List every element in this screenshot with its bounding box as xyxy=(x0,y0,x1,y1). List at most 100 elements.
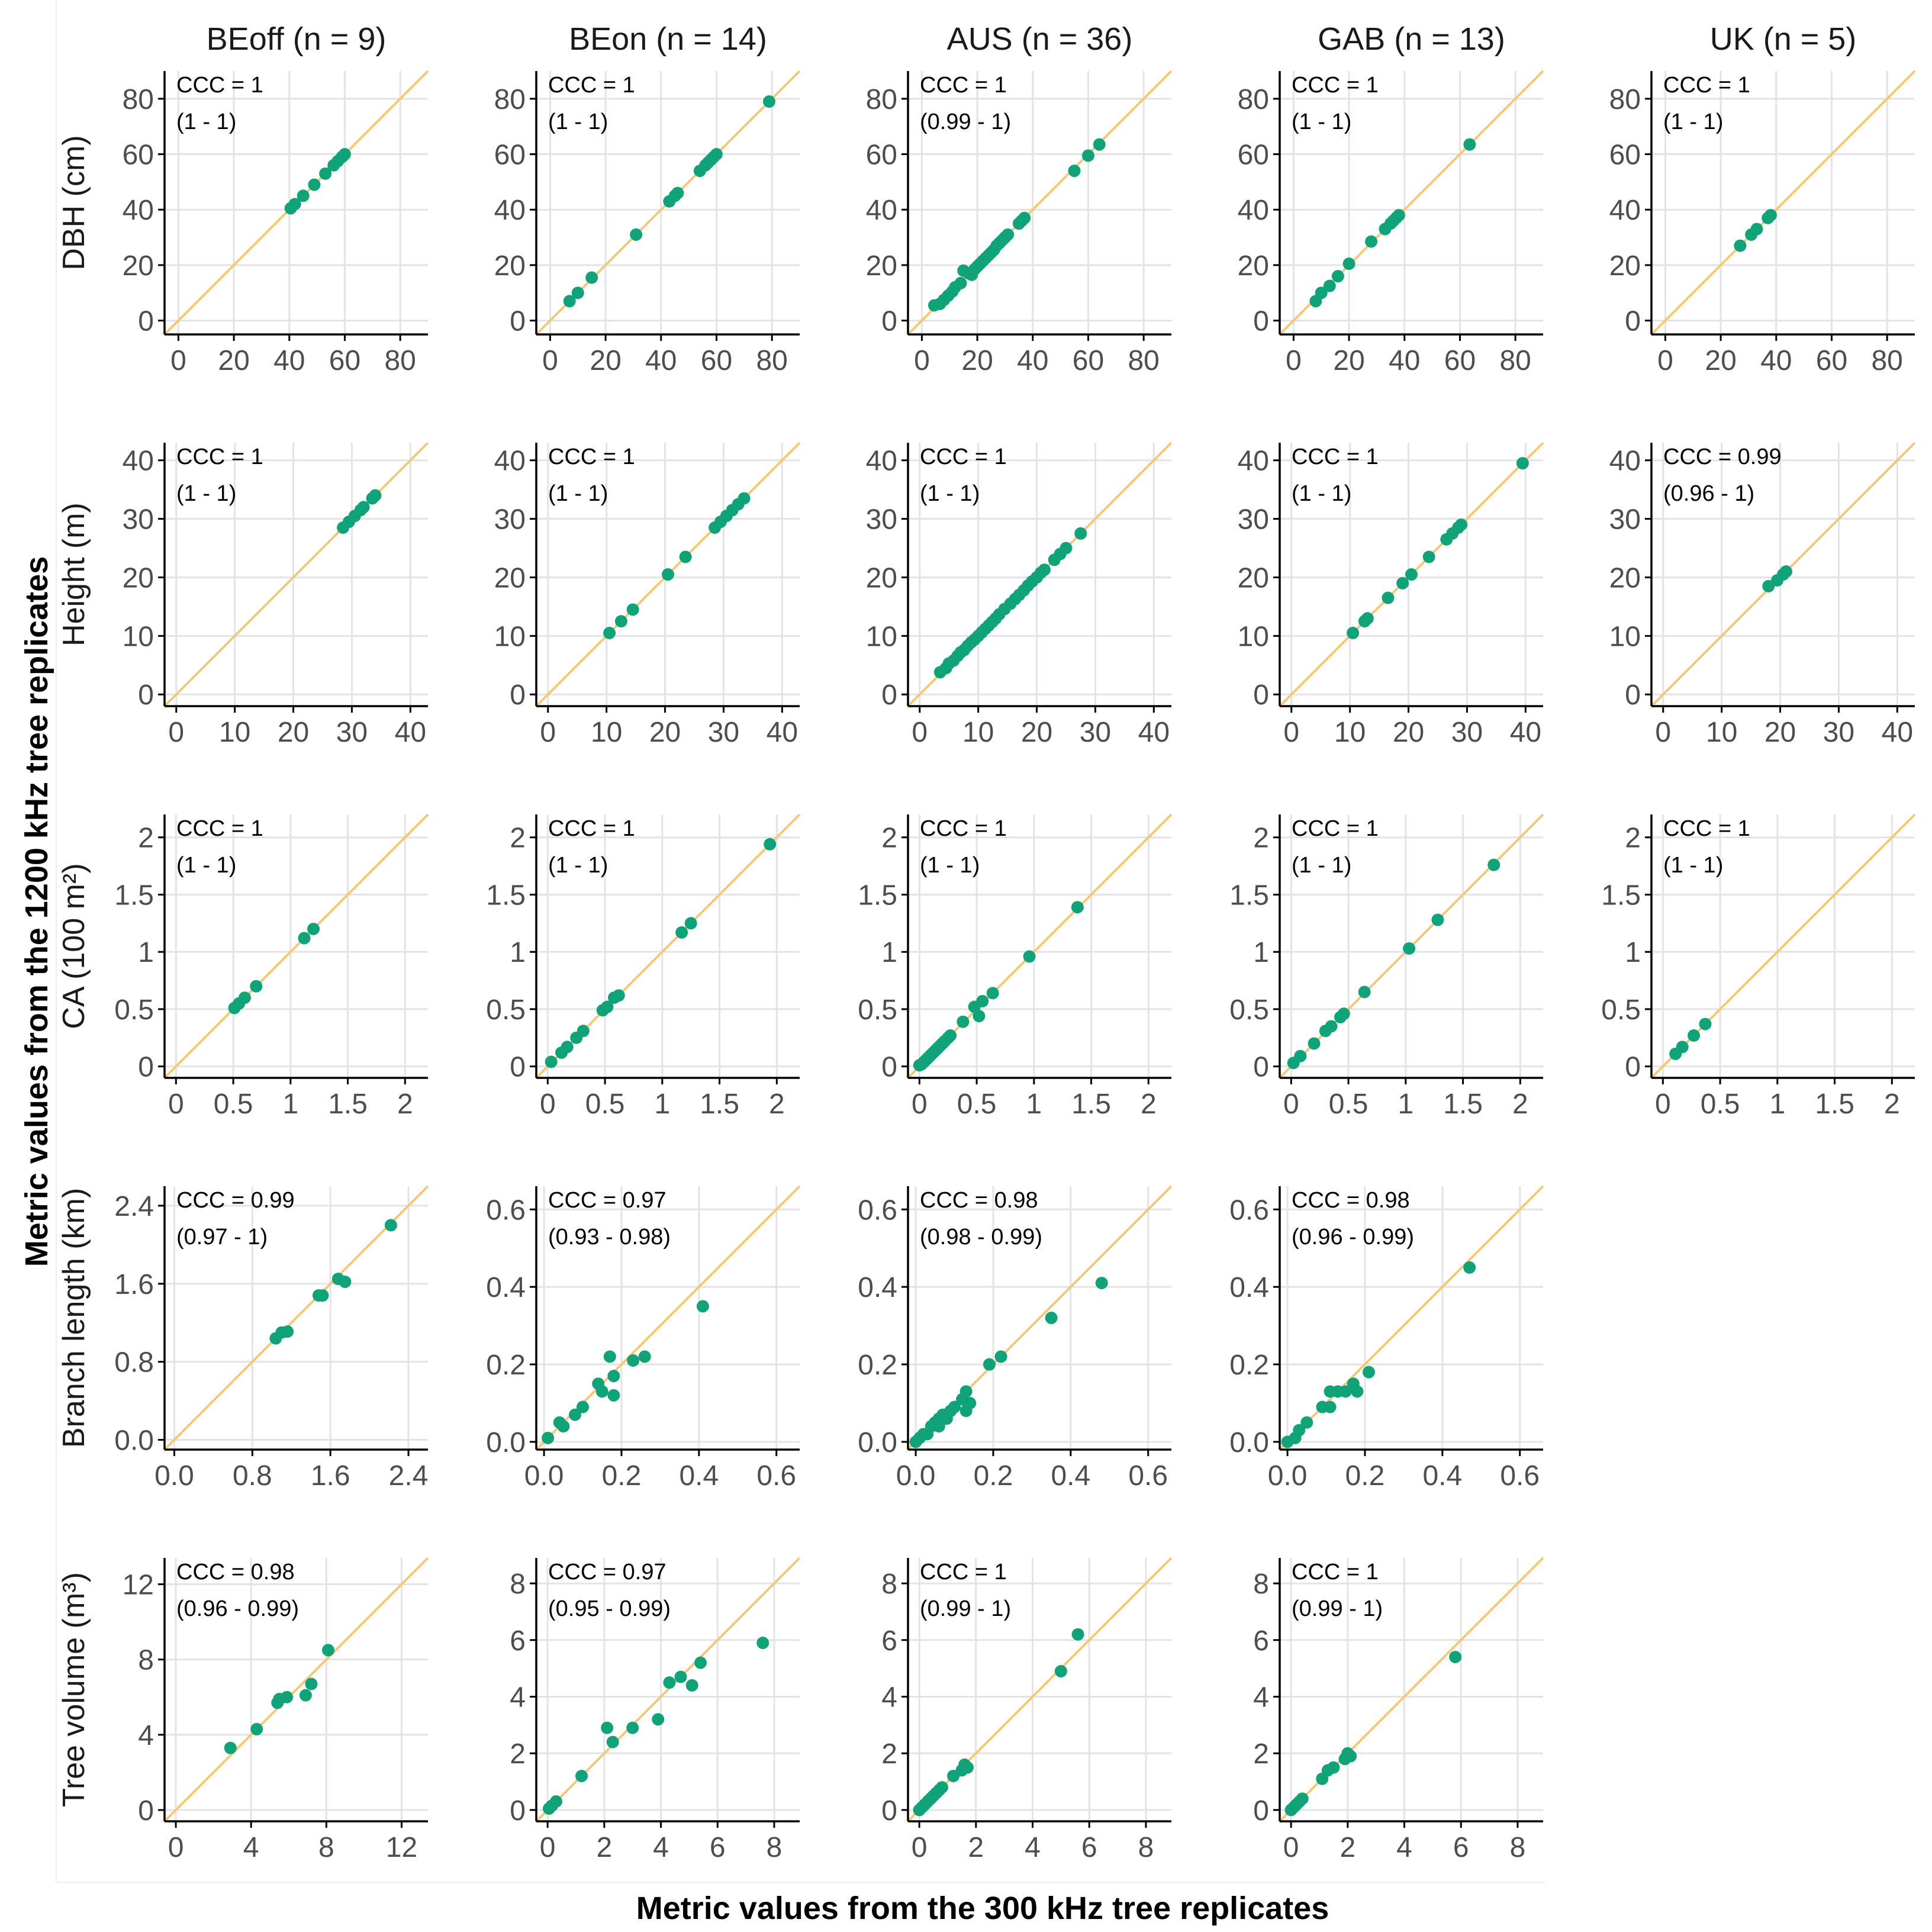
data-point xyxy=(1363,1366,1376,1379)
y-tick-label: 40 xyxy=(1609,195,1641,226)
y-tick-label: 8 xyxy=(138,1645,154,1676)
x-tick-label: 40 xyxy=(767,717,798,748)
data-point xyxy=(1382,591,1395,604)
y-tick-label: 0.6 xyxy=(486,1194,526,1226)
panel-gab-height: 00 10 10 20 20 30 30 40 40 CCC = 1 (1 - 1) xyxy=(1238,442,1544,748)
y-tick-label: 1.5 xyxy=(1601,880,1641,911)
data-point xyxy=(983,1358,996,1371)
y-tick-label: 0.6 xyxy=(1229,1194,1269,1226)
x-tick-label: 60 xyxy=(1073,345,1104,376)
ccc-interval: (1 - 1) xyxy=(1292,481,1351,506)
data-point xyxy=(976,994,989,1007)
data-point xyxy=(973,1010,986,1023)
panel-gab-dbh: 00 20 20 40 40 60 60 80 80 CCC = 1 (1 - 1) xyxy=(1238,70,1544,376)
ccc-interval: (0.96 - 0.99) xyxy=(1292,1225,1414,1250)
ccc-value: CCC = 0.97 xyxy=(548,1560,666,1585)
ccc-interval: (1 - 1) xyxy=(176,481,236,506)
x-tick-label: 10 xyxy=(1706,717,1737,748)
data-point xyxy=(557,1420,570,1433)
data-point xyxy=(696,1300,709,1313)
data-point xyxy=(1331,270,1344,283)
data-point xyxy=(935,1781,948,1794)
x-tick-label: 0.0 xyxy=(154,1460,194,1492)
y-tick-label: 4 xyxy=(510,1682,526,1713)
ccc-interval: (1 - 1) xyxy=(1292,853,1351,878)
ccc-interval: (1 - 1) xyxy=(176,853,236,878)
y-tick-label: 30 xyxy=(123,504,154,536)
data-point xyxy=(549,1795,562,1808)
y-tick-label: 30 xyxy=(1609,504,1641,536)
y-tick-label: 10 xyxy=(1609,621,1641,652)
x-tick-label: 30 xyxy=(1080,717,1111,748)
x-tick-label: 0 xyxy=(1286,345,1302,376)
data-point xyxy=(1734,239,1747,252)
data-point xyxy=(1327,1761,1340,1774)
x-tick-label: 0 xyxy=(168,1089,184,1120)
ccc-value: CCC = 1 xyxy=(548,73,635,98)
ccc-interval: (0.96 - 0.99) xyxy=(176,1596,299,1621)
y-tick-label: 0.0 xyxy=(114,1425,154,1457)
panel-beon-branch: 0.00.0 0.2 0.2 0.4 0.4 0.6 0.6 CCC = 0.97 (0.93 … xyxy=(486,1185,801,1492)
data-point xyxy=(710,148,723,161)
y-tick-label: 0.0 xyxy=(1229,1427,1269,1458)
data-point xyxy=(384,1219,397,1232)
ccc-interval: (0.95 - 0.99) xyxy=(548,1596,671,1621)
y-tick-label: 0 xyxy=(510,1052,526,1083)
x-tick-label: 6 xyxy=(1453,1832,1469,1863)
x-tick-label: 80 xyxy=(1871,345,1902,376)
data-point xyxy=(662,568,674,581)
y-tick-label: 20 xyxy=(1238,250,1269,282)
data-point xyxy=(1294,1049,1307,1062)
y-tick-label: 80 xyxy=(1609,84,1641,115)
data-point xyxy=(575,1769,588,1782)
x-tick-label: 0.5 xyxy=(1701,1089,1740,1120)
data-point xyxy=(1463,138,1476,151)
data-point xyxy=(1296,1792,1309,1805)
x-tick-label: 2.4 xyxy=(389,1460,429,1492)
y-tick-label: 0 xyxy=(138,306,154,337)
y-tick-label: 4 xyxy=(138,1720,154,1751)
data-point xyxy=(542,1431,555,1444)
x-tick-label: 0 xyxy=(540,1089,556,1120)
data-point xyxy=(1347,626,1360,639)
data-point xyxy=(1422,550,1435,564)
x-tick-label: 0 xyxy=(540,717,556,748)
x-axis-title: Metric values from the 300 kHz tree repl… xyxy=(636,1891,1329,1926)
y-tick-label: 2 xyxy=(881,823,897,854)
panel-aus-dbh: 00 20 20 40 40 60 60 80 80 CCC = 1 (0.99 - 1) xyxy=(866,70,1173,376)
ccc-interval: (0.99 - 1) xyxy=(920,1596,1011,1621)
data-point xyxy=(1392,209,1405,222)
y-tick-label: 80 xyxy=(494,84,526,115)
y-tick-label: 0 xyxy=(510,306,526,337)
y-tick-label: 40 xyxy=(123,195,154,226)
data-point xyxy=(305,1677,318,1690)
y-tick-label: 12 xyxy=(123,1570,154,1601)
x-tick-label: 8 xyxy=(1138,1832,1154,1863)
y-tick-label: 20 xyxy=(123,562,154,594)
data-point xyxy=(626,603,639,616)
data-point xyxy=(607,1389,620,1402)
y-tick-label: 0 xyxy=(510,680,526,711)
column-header: BEon (n = 14) xyxy=(569,21,767,57)
x-tick-label: 0 xyxy=(1283,1832,1299,1863)
data-point xyxy=(1396,577,1409,590)
y-tick-label: 1.5 xyxy=(858,880,897,911)
ccc-value: CCC = 1 xyxy=(920,1560,1007,1585)
y-tick-label: 60 xyxy=(494,140,526,171)
data-point xyxy=(614,615,627,628)
y-tick-label: 20 xyxy=(1609,562,1641,594)
y-tick-label: 8 xyxy=(1253,1569,1269,1600)
data-point xyxy=(1323,279,1336,292)
data-point xyxy=(1300,1416,1313,1429)
ccc-interval: (0.98 - 0.99) xyxy=(920,1225,1042,1250)
data-point xyxy=(568,1408,581,1421)
x-tick-label: 40 xyxy=(1760,345,1792,376)
data-point xyxy=(948,1400,961,1413)
panel-beoff-ca: 00 0.5 0.5 1 1 1.5 1.5 2 2 CCC = 1 (1 - 1) xyxy=(114,813,429,1120)
x-tick-label: 2 xyxy=(968,1832,984,1863)
data-point xyxy=(1463,1261,1476,1274)
ccc-interval: (1 - 1) xyxy=(548,110,608,134)
y-tick-label: 0 xyxy=(1625,306,1641,337)
data-point xyxy=(630,228,643,241)
x-tick-label: 40 xyxy=(1138,717,1170,748)
